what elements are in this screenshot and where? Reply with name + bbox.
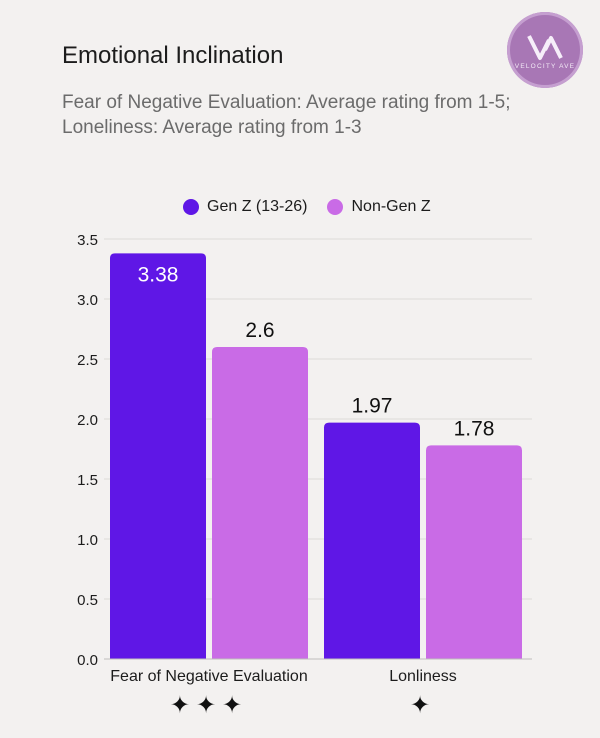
page-title: Emotional Inclination bbox=[62, 42, 284, 69]
bar-value-label: 1.78 bbox=[454, 417, 495, 440]
y-tick-label: 3.0 bbox=[77, 292, 98, 309]
significance-stars: ✦ bbox=[410, 691, 436, 719]
legend-label-gen-z: Gen Z (13-26) bbox=[207, 198, 308, 215]
bar-non-gen-z bbox=[426, 445, 522, 659]
y-tick-label: 0.0 bbox=[77, 652, 98, 669]
page-subtitle: Fear of Negative Evaluation: Average rat… bbox=[62, 92, 511, 138]
legend-swatch-gen-z bbox=[183, 199, 199, 215]
logo-text: VELOCITY AVE bbox=[514, 63, 576, 70]
y-tick-label: 1.0 bbox=[77, 532, 98, 549]
legend-label-non-gen-z: Non-Gen Z bbox=[351, 198, 431, 215]
y-tick-label: 2.0 bbox=[77, 412, 98, 429]
y-tick-label: 3.5 bbox=[77, 232, 98, 249]
logo-mark-icon bbox=[527, 35, 563, 60]
brand-logo: VELOCITY AVE bbox=[507, 12, 583, 88]
legend-swatch-non-gen-z bbox=[327, 199, 344, 215]
y-tick-label: 0.5 bbox=[77, 592, 98, 609]
bar-non-gen-z bbox=[212, 347, 308, 659]
bar-gen-z bbox=[324, 422, 420, 659]
bar-value-label: 1.97 bbox=[352, 395, 393, 418]
bar-value-label: 2.6 bbox=[245, 319, 274, 342]
bar-gen-z bbox=[110, 253, 206, 659]
y-tick-label: 1.5 bbox=[77, 472, 98, 489]
y-tick-label: 2.5 bbox=[77, 352, 98, 369]
bar-value-label: 3.38 bbox=[138, 263, 179, 286]
legend-item-non-gen-z: Non-Gen Z bbox=[327, 198, 431, 216]
legend-item-gen-z: Gen Z (13-26) bbox=[183, 198, 307, 216]
significance-stars: ✦✦✦ bbox=[170, 691, 248, 719]
chart-legend: Gen Z (13-26) Non-Gen Z bbox=[183, 198, 451, 216]
x-category-label: Lonliness bbox=[389, 668, 457, 685]
x-category-label: Fear of Negative Evaluation bbox=[110, 668, 307, 685]
